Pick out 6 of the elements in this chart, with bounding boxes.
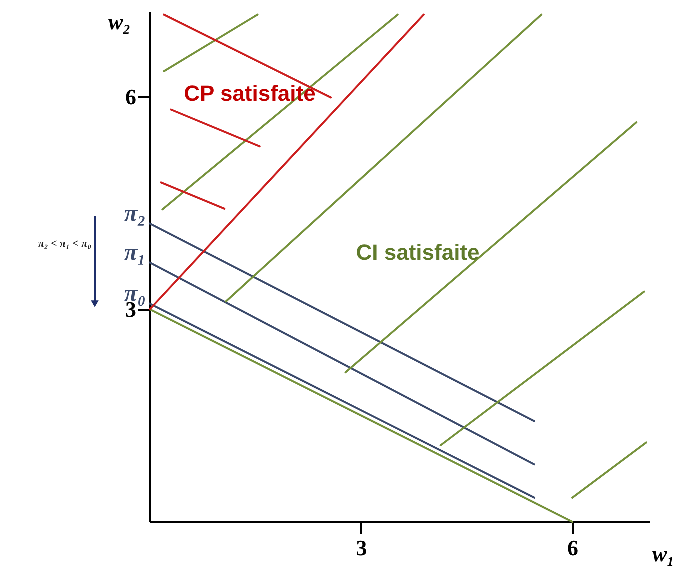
annotation: CI satisfaite [356, 240, 480, 265]
series-label: π₁ [124, 240, 146, 266]
y-axis-title: w₂ [108, 10, 131, 34]
series-label: π₂ [124, 200, 146, 227]
text: π₂ < π₁ < π₀ [38, 238, 92, 250]
x-axis-title: w₁ [652, 542, 675, 566]
